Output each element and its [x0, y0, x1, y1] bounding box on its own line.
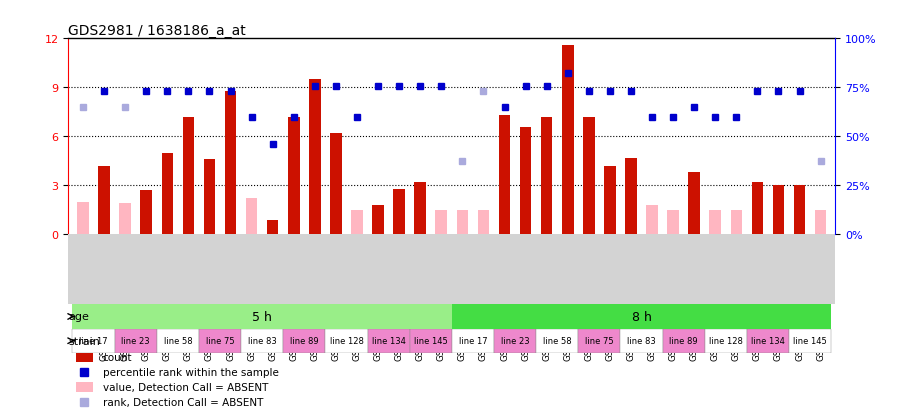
Text: line 58: line 58 — [164, 337, 192, 345]
FancyBboxPatch shape — [621, 329, 662, 353]
FancyBboxPatch shape — [451, 305, 831, 329]
Bar — [309, 80, 320, 235]
Bar — [288, 117, 299, 235]
Bar — [625, 158, 637, 235]
FancyBboxPatch shape — [704, 329, 747, 353]
Text: line 17: line 17 — [459, 337, 487, 345]
Text: line 58: line 58 — [543, 337, 571, 345]
Bar — [330, 134, 341, 235]
Bar — [688, 173, 700, 235]
Text: line 134: line 134 — [371, 337, 406, 345]
Text: line 75: line 75 — [206, 337, 234, 345]
Bar — [667, 210, 679, 235]
Text: value, Detection Call = ABSENT: value, Detection Call = ABSENT — [103, 382, 268, 392]
Bar — [372, 205, 384, 235]
Text: line 83: line 83 — [627, 337, 656, 345]
Text: 8 h: 8 h — [632, 310, 652, 323]
FancyBboxPatch shape — [368, 329, 410, 353]
Text: GDS2981 / 1638186_a_at: GDS2981 / 1638186_a_at — [68, 24, 246, 38]
Bar — [414, 183, 426, 235]
Bar — [267, 220, 278, 235]
Bar — [140, 191, 152, 235]
Bar — [393, 189, 405, 235]
Bar — [183, 117, 194, 235]
Text: line 89: line 89 — [290, 337, 318, 345]
FancyBboxPatch shape — [789, 329, 831, 353]
Text: count: count — [103, 352, 132, 362]
Text: age: age — [68, 312, 89, 322]
Bar — [794, 186, 805, 235]
Bar — [77, 202, 89, 235]
Bar — [562, 46, 573, 235]
FancyBboxPatch shape — [241, 329, 283, 353]
Text: line 134: line 134 — [751, 337, 785, 345]
Bar — [436, 210, 447, 235]
Bar — [161, 153, 173, 235]
FancyBboxPatch shape — [76, 382, 93, 392]
Bar — [267, 223, 278, 235]
FancyBboxPatch shape — [451, 329, 494, 353]
FancyBboxPatch shape — [73, 305, 451, 329]
Bar — [710, 210, 721, 235]
FancyBboxPatch shape — [199, 329, 241, 353]
Bar — [499, 116, 511, 235]
Bar — [773, 186, 784, 235]
Text: line 145: line 145 — [794, 337, 827, 345]
Text: strain: strain — [68, 336, 100, 346]
Text: line 17: line 17 — [79, 337, 108, 345]
Bar — [351, 210, 363, 235]
Bar — [814, 210, 826, 235]
Bar — [119, 204, 131, 235]
Text: percentile rank within the sample: percentile rank within the sample — [103, 367, 278, 377]
Bar — [457, 210, 468, 235]
FancyBboxPatch shape — [73, 329, 115, 353]
FancyBboxPatch shape — [283, 329, 326, 353]
FancyBboxPatch shape — [76, 352, 93, 362]
FancyBboxPatch shape — [662, 329, 704, 353]
FancyBboxPatch shape — [157, 329, 199, 353]
FancyBboxPatch shape — [494, 329, 536, 353]
Text: rank, Detection Call = ABSENT: rank, Detection Call = ABSENT — [103, 396, 263, 406]
Text: line 128: line 128 — [329, 337, 363, 345]
Text: 5 h: 5 h — [252, 310, 272, 323]
Bar — [752, 183, 763, 235]
Text: line 23: line 23 — [501, 337, 530, 345]
Bar — [541, 117, 552, 235]
Bar — [646, 205, 658, 235]
Text: line 89: line 89 — [670, 337, 698, 345]
FancyBboxPatch shape — [536, 329, 578, 353]
Text: line 83: line 83 — [248, 337, 277, 345]
Bar — [520, 127, 531, 235]
Bar — [731, 210, 743, 235]
Bar — [225, 91, 237, 235]
Text: line 75: line 75 — [585, 337, 613, 345]
Bar — [246, 199, 258, 235]
FancyBboxPatch shape — [410, 329, 451, 353]
FancyBboxPatch shape — [115, 329, 157, 353]
Bar — [98, 166, 110, 235]
Text: line 145: line 145 — [414, 337, 448, 345]
FancyBboxPatch shape — [326, 329, 368, 353]
Bar — [583, 117, 594, 235]
Bar — [604, 166, 616, 235]
FancyBboxPatch shape — [578, 329, 621, 353]
Bar — [478, 210, 490, 235]
Bar — [204, 160, 216, 235]
Text: line 128: line 128 — [709, 337, 743, 345]
FancyBboxPatch shape — [747, 329, 789, 353]
Text: line 23: line 23 — [121, 337, 150, 345]
